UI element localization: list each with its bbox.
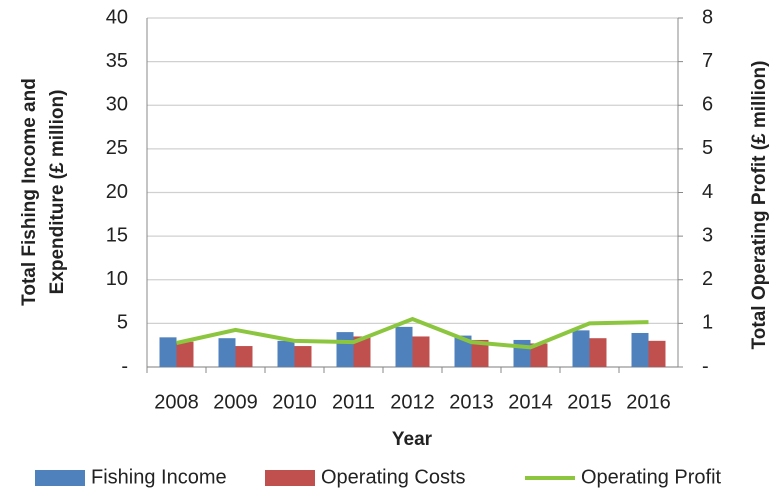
y2-tick-label: - <box>702 355 709 377</box>
bar <box>277 340 295 367</box>
bar <box>513 339 531 367</box>
y2-tick-label: 7 <box>702 50 713 72</box>
bar <box>176 341 194 367</box>
y-tick-label: 15 <box>106 224 128 246</box>
bar <box>218 338 236 367</box>
x-tick-label: 2014 <box>508 391 553 413</box>
bar <box>294 346 312 367</box>
legend-swatch <box>265 470 315 486</box>
bar <box>353 336 371 367</box>
y-tick-label: 30 <box>106 94 128 116</box>
y2-tick-label: 4 <box>702 181 713 203</box>
x-tick-label: 2011 <box>332 391 375 413</box>
y2-tick-label: 8 <box>702 6 713 28</box>
y2-axis-title: Total Operating Profit (£ million) <box>749 61 770 350</box>
x-tick-label: 2008 <box>154 391 199 413</box>
y-tick-label: 40 <box>106 6 128 28</box>
legend-swatch <box>35 470 85 486</box>
x-tick-label: 2010 <box>272 391 317 413</box>
x-tick-label: 2009 <box>213 391 258 413</box>
y2-tick-label: 2 <box>702 268 713 290</box>
x-axis-title: Year <box>392 429 433 450</box>
bar <box>395 326 413 367</box>
y2-tick-label: 5 <box>702 137 713 159</box>
bar <box>159 337 177 367</box>
legend-label: Operating Profit <box>581 466 722 488</box>
x-tick-label: 2012 <box>390 391 435 413</box>
x-tick-label: 2015 <box>567 391 612 413</box>
y-tick-label: - <box>121 355 128 377</box>
y2-tick-label: 6 <box>702 94 713 116</box>
bar <box>235 346 253 367</box>
y-tick-label: 10 <box>106 268 128 290</box>
y-axis-title: Total Fishing Income and <box>19 78 40 306</box>
bar <box>572 330 590 367</box>
bar <box>336 332 354 367</box>
legend-label: Operating Costs <box>321 466 466 488</box>
bar <box>471 339 489 367</box>
y2-tick-label: 1 <box>702 312 713 334</box>
bar <box>631 332 649 367</box>
bar <box>412 336 430 367</box>
line <box>176 316 649 350</box>
bar <box>530 343 548 367</box>
legend-label: Fishing Income <box>91 466 227 488</box>
y-tick-label: 5 <box>117 312 128 334</box>
y-tick-label: 20 <box>106 181 128 203</box>
bar <box>454 335 472 367</box>
x-tick-label: 2016 <box>626 391 671 413</box>
y2-tick-label: 3 <box>702 224 713 246</box>
y-tick-label: 25 <box>106 137 128 159</box>
bar <box>648 340 666 367</box>
bar <box>589 338 607 367</box>
y-tick-label: 35 <box>106 50 128 72</box>
y-axis-title: Expenditure (£ million) <box>47 90 68 295</box>
x-tick-label: 2013 <box>449 391 494 413</box>
